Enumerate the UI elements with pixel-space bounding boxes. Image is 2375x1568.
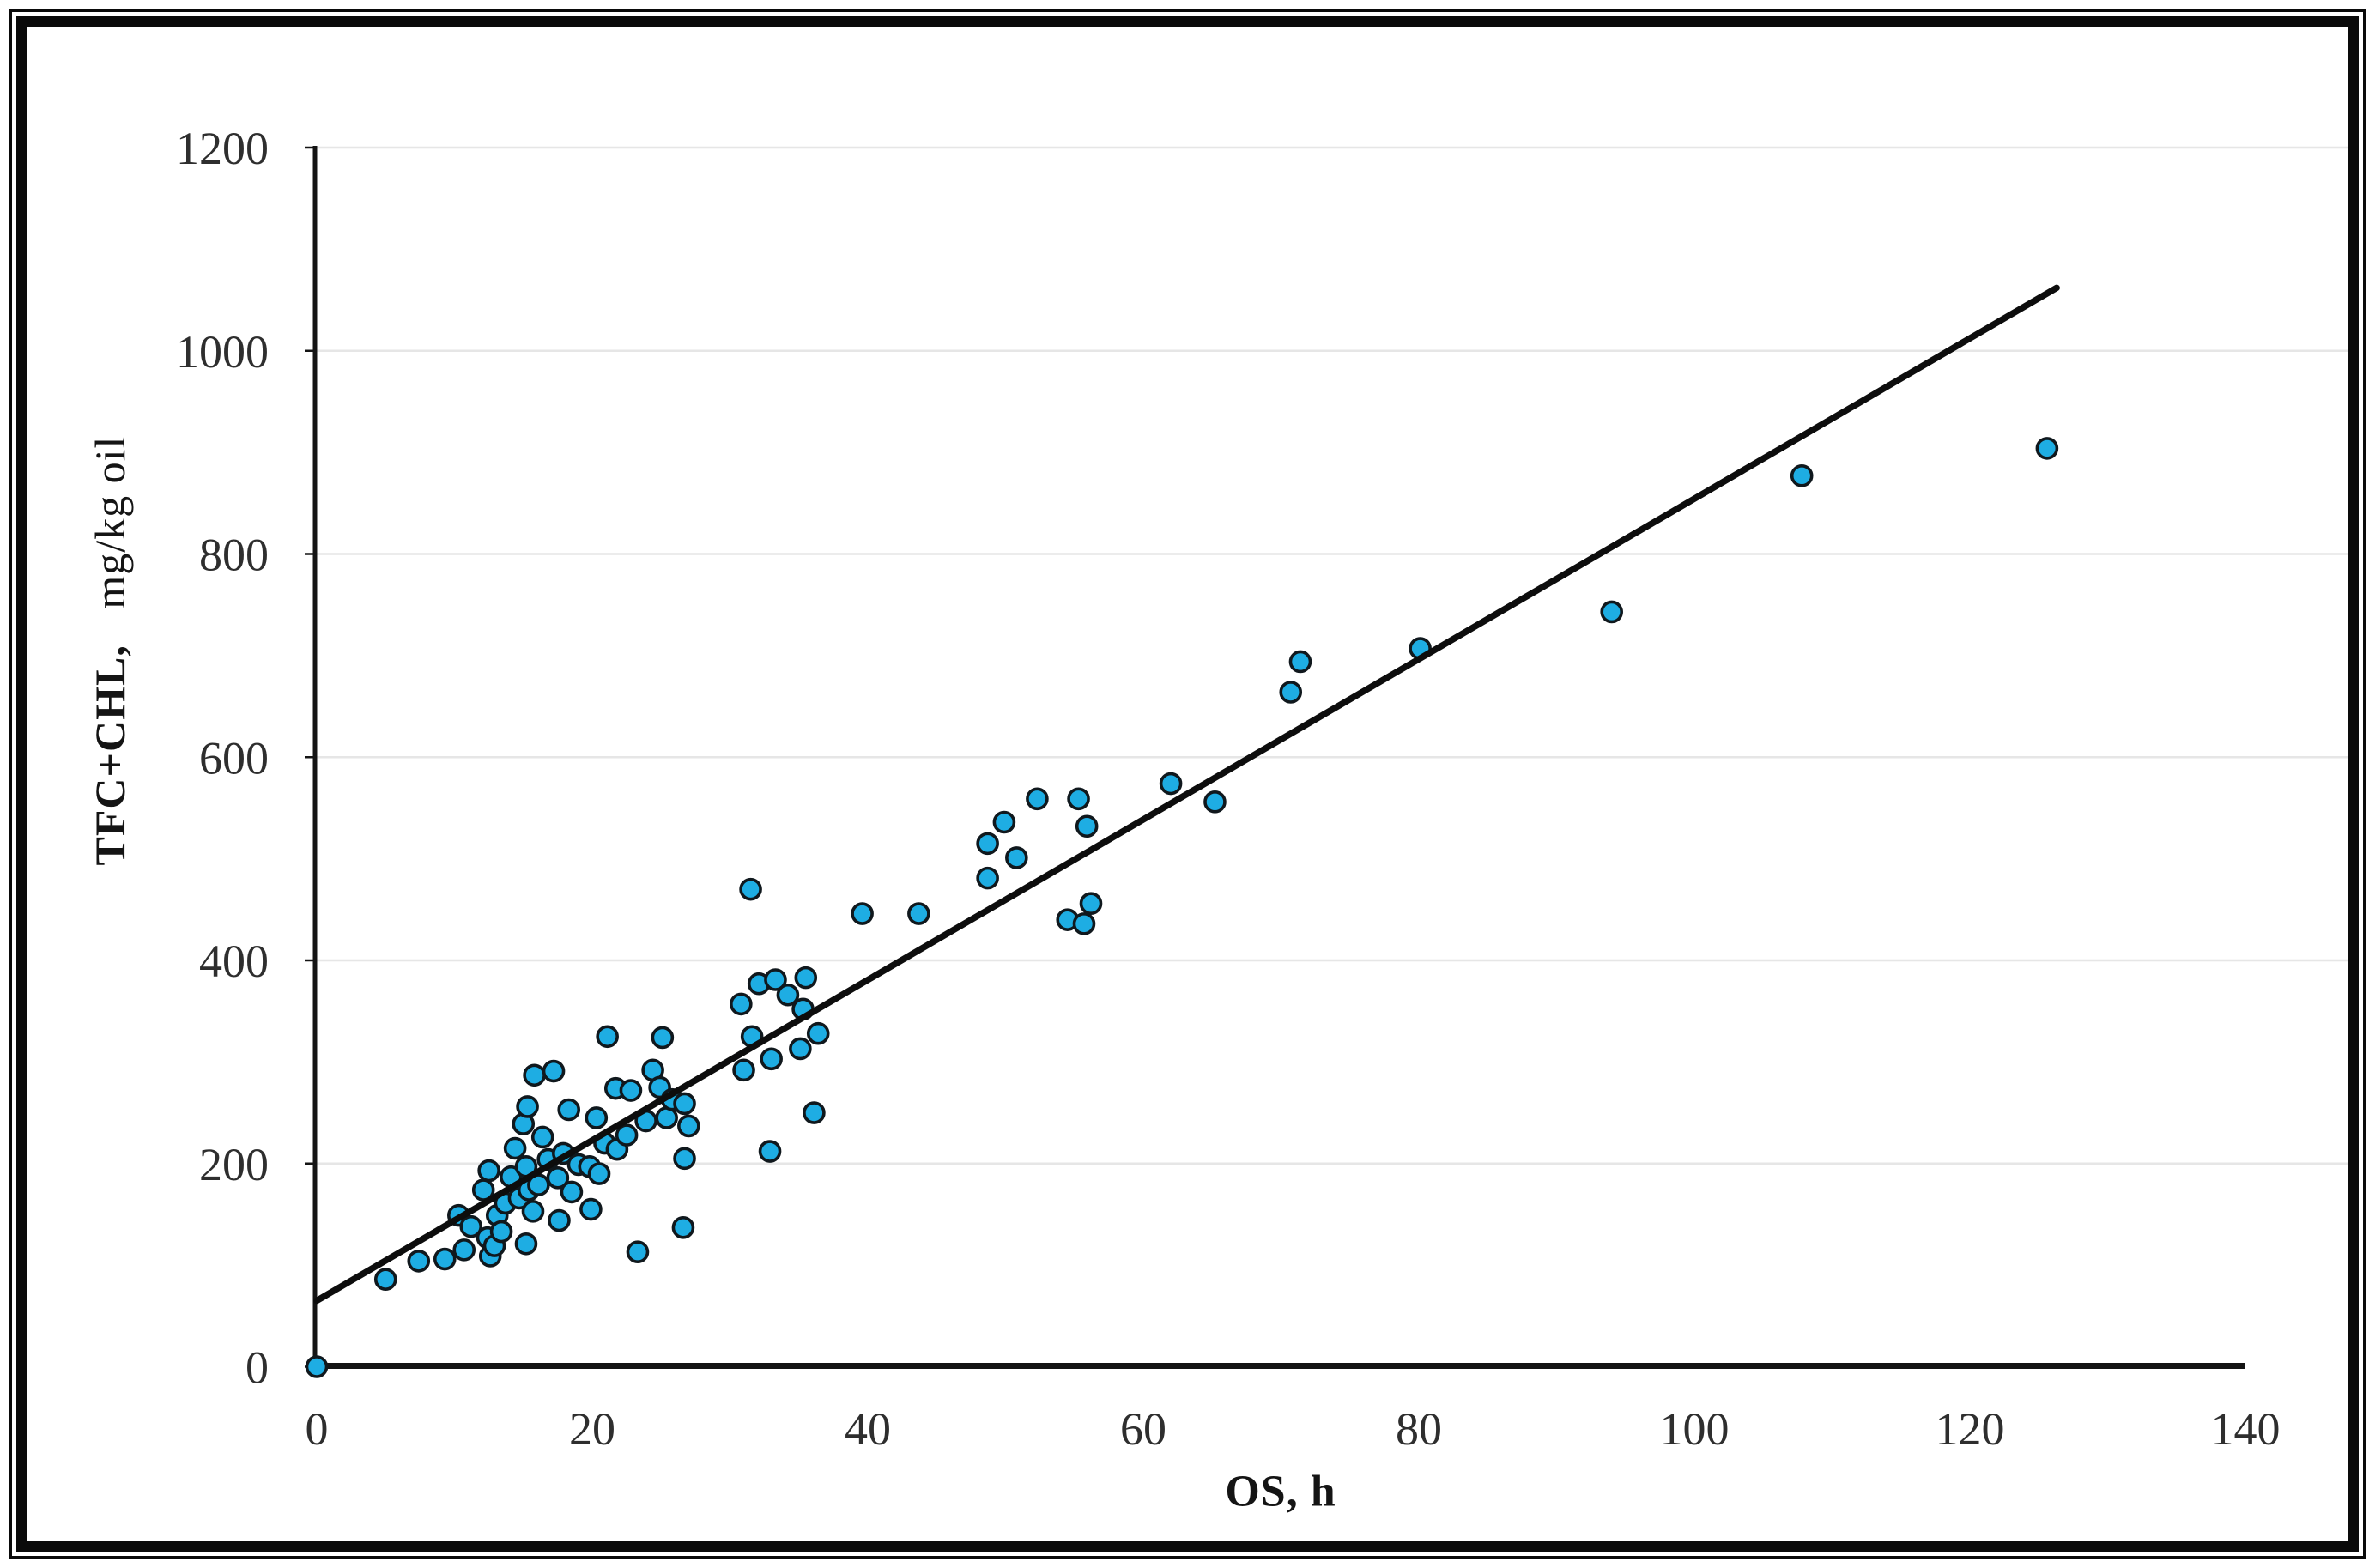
data-point: [1279, 681, 1303, 704]
y-tick-label: 200: [199, 1139, 269, 1190]
x-tick-label: 0: [306, 1403, 329, 1455]
x-tick-label: 80: [1396, 1403, 1442, 1455]
data-point: [503, 1136, 527, 1160]
y-tick-label: 600: [199, 732, 269, 784]
data-point: [459, 1214, 483, 1238]
x-tick-label: 40: [845, 1403, 891, 1455]
data-point: [1159, 772, 1183, 796]
data-point: [514, 1232, 538, 1256]
data-point: [806, 1021, 830, 1045]
data-point: [523, 1063, 546, 1087]
data-point: [477, 1159, 500, 1183]
data-point: [907, 902, 930, 925]
data-point: [976, 866, 999, 890]
data-point: [587, 1162, 611, 1185]
data-point: [619, 1079, 643, 1102]
y-tick-label: 0: [245, 1342, 269, 1394]
x-tick-label: 100: [1660, 1403, 1730, 1455]
data-point: [560, 1180, 584, 1204]
data-point: [1288, 650, 1312, 674]
data-point: [615, 1123, 639, 1147]
data-point: [557, 1098, 581, 1122]
data-point: [789, 1037, 812, 1061]
data-point: [1790, 464, 1814, 487]
data-point: [992, 810, 1016, 834]
data-point: [433, 1247, 457, 1271]
data-point: [764, 968, 787, 991]
y-axis-title: TFC+CHL, mg/kg oil: [85, 436, 135, 866]
y-tick-label: 400: [199, 935, 269, 987]
data-point: [1600, 600, 1623, 624]
x-axis-title-text: OS, h: [1225, 1467, 1336, 1517]
data-point: [626, 1240, 650, 1264]
data-point: [851, 902, 874, 925]
y-tick-label: 1200: [176, 123, 269, 174]
data-point: [305, 1355, 329, 1378]
data-point: [2035, 437, 2059, 460]
y-axis-title-unit: mg/kg oil: [86, 435, 134, 609]
data-point: [651, 1026, 675, 1050]
data-point: [542, 1059, 566, 1083]
x-tick-label: 60: [1120, 1403, 1166, 1455]
data-point: [776, 983, 800, 1007]
y-axis-title-main: TFC+CHL,: [86, 645, 134, 866]
data-point: [521, 1200, 545, 1223]
data-point: [489, 1220, 513, 1244]
data-point: [739, 877, 762, 901]
data-point: [596, 1025, 619, 1049]
data-point: [546, 1166, 570, 1190]
x-tick-label: 140: [2211, 1403, 2281, 1455]
x-tick-label: 120: [1936, 1403, 2005, 1455]
data-point: [530, 1125, 554, 1149]
data-point: [407, 1250, 431, 1273]
data-point: [1079, 892, 1103, 916]
data-point: [1067, 787, 1090, 811]
data-point: [1075, 814, 1099, 838]
data-point: [976, 832, 999, 856]
data-point: [516, 1095, 539, 1118]
data-point: [548, 1208, 571, 1232]
y-tick-label: 800: [199, 530, 269, 581]
data-point: [1005, 846, 1028, 869]
data-point: [671, 1216, 695, 1239]
data-point: [758, 1140, 782, 1163]
data-point: [677, 1114, 700, 1138]
data-point: [803, 1101, 826, 1124]
data-point: [585, 1106, 609, 1129]
data-point: [1072, 912, 1096, 935]
data-point: [794, 966, 818, 990]
trend-line: [313, 284, 2060, 1305]
data-point: [655, 1106, 678, 1129]
data-point: [730, 992, 753, 1016]
x-axis-title: OS, h: [1225, 1467, 1336, 1517]
data-point: [1203, 790, 1227, 814]
data-point: [373, 1268, 397, 1291]
data-point: [673, 1147, 696, 1171]
y-tick-label: 1000: [176, 326, 269, 378]
data-point: [1026, 787, 1049, 811]
data-point: [673, 1092, 696, 1116]
data-point: [579, 1197, 603, 1221]
data-point: [732, 1058, 755, 1082]
data-point: [452, 1238, 476, 1262]
data-point: [760, 1047, 783, 1071]
x-tick-label: 20: [569, 1403, 615, 1455]
